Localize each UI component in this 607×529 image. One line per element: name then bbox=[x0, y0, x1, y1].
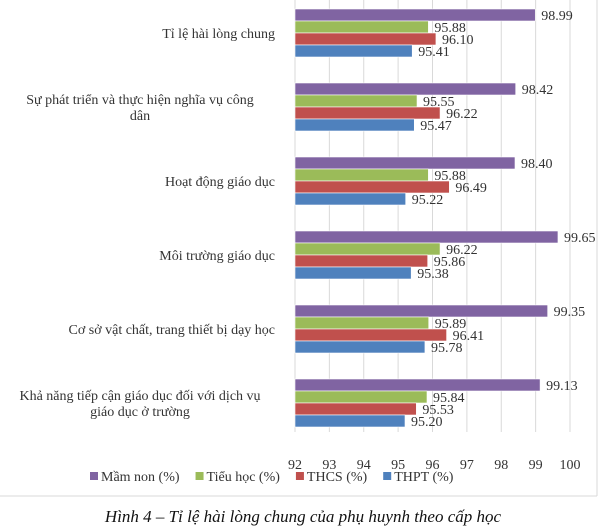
x-tick-label: 96 bbox=[426, 458, 440, 473]
data-label: 98.99 bbox=[541, 9, 573, 24]
bar bbox=[294, 414, 406, 428]
x-tick-label: 92 bbox=[288, 458, 302, 473]
bar bbox=[294, 168, 429, 182]
data-label: 95.84 bbox=[433, 391, 465, 406]
x-tick-label: 99 bbox=[529, 458, 543, 473]
bar bbox=[294, 390, 428, 404]
bar bbox=[294, 20, 429, 34]
data-label: 95.41 bbox=[418, 45, 450, 60]
bar bbox=[294, 304, 548, 318]
bar bbox=[294, 94, 418, 108]
data-label: 95.88 bbox=[434, 169, 466, 184]
legend-label: THPT (%) bbox=[394, 470, 454, 485]
category-label: Môi trường giáo dục bbox=[159, 249, 275, 264]
x-tick-label: 98 bbox=[494, 458, 508, 473]
bar bbox=[294, 32, 437, 46]
data-label: 96.41 bbox=[453, 329, 485, 344]
data-label: 95.89 bbox=[435, 317, 467, 332]
data-label: 98.40 bbox=[521, 157, 553, 172]
data-label: 95.78 bbox=[431, 341, 463, 356]
data-label: 98.42 bbox=[522, 83, 554, 98]
legend-label: THCS (%) bbox=[307, 470, 368, 485]
legend-swatch bbox=[295, 472, 304, 480]
category-label: Khả năng tiếp cận giáo dục đối với dịch … bbox=[19, 389, 260, 420]
legend-label: Tiểu học (%) bbox=[207, 470, 281, 485]
category-label: Sự phát triển và thực hiện nghĩa vụ công… bbox=[26, 93, 253, 124]
bar bbox=[294, 8, 536, 22]
bar bbox=[294, 192, 406, 206]
bar bbox=[294, 328, 447, 342]
bar bbox=[294, 180, 450, 194]
x-tick-label: 97 bbox=[460, 458, 474, 473]
legend-label: Mầm non (%) bbox=[101, 470, 180, 485]
data-label: 95.20 bbox=[411, 415, 443, 430]
data-label: 95.47 bbox=[420, 119, 452, 134]
category-label: Hoạt động giáo dục bbox=[165, 175, 275, 190]
x-tick-label: 100 bbox=[560, 458, 581, 473]
x-tick-label: 93 bbox=[322, 458, 336, 473]
data-label: 96.22 bbox=[446, 107, 478, 122]
bar bbox=[294, 118, 415, 132]
legend-swatch bbox=[195, 472, 204, 480]
category-label: Tỉ lệ hài lòng chung bbox=[162, 27, 275, 42]
bar bbox=[294, 254, 428, 268]
bar bbox=[294, 44, 413, 58]
bar bbox=[294, 230, 559, 244]
data-label: 99.13 bbox=[546, 379, 578, 394]
bar bbox=[294, 316, 430, 330]
bar bbox=[294, 402, 417, 416]
data-label: 95.88 bbox=[434, 21, 466, 36]
data-label: 95.38 bbox=[417, 267, 449, 282]
x-tick-label: 95 bbox=[391, 458, 405, 473]
bar bbox=[294, 340, 426, 354]
bar bbox=[294, 266, 412, 280]
legend-swatch bbox=[90, 472, 98, 480]
data-label: 95.86 bbox=[434, 255, 466, 270]
figure-caption: Hình 4 – Tỉ lệ hài lòng chung của phụ hu… bbox=[104, 507, 502, 526]
bar bbox=[294, 156, 516, 170]
data-label: 95.22 bbox=[412, 193, 444, 208]
data-label: 99.65 bbox=[564, 231, 596, 246]
data-label: 95.55 bbox=[423, 95, 455, 110]
bar bbox=[294, 82, 516, 96]
data-label: 99.35 bbox=[554, 305, 586, 320]
bar bbox=[294, 242, 441, 256]
data-label: 96.22 bbox=[446, 243, 478, 258]
legend-swatch bbox=[383, 472, 392, 480]
bar bbox=[294, 106, 441, 120]
data-label: 96.10 bbox=[442, 33, 474, 48]
bar bbox=[294, 378, 541, 392]
data-label: 95.53 bbox=[422, 403, 454, 418]
category-label: Cơ sở vật chất, trang thiết bị dạy học bbox=[69, 323, 275, 338]
x-tick-label: 94 bbox=[357, 458, 371, 473]
data-label: 96.49 bbox=[455, 181, 487, 196]
